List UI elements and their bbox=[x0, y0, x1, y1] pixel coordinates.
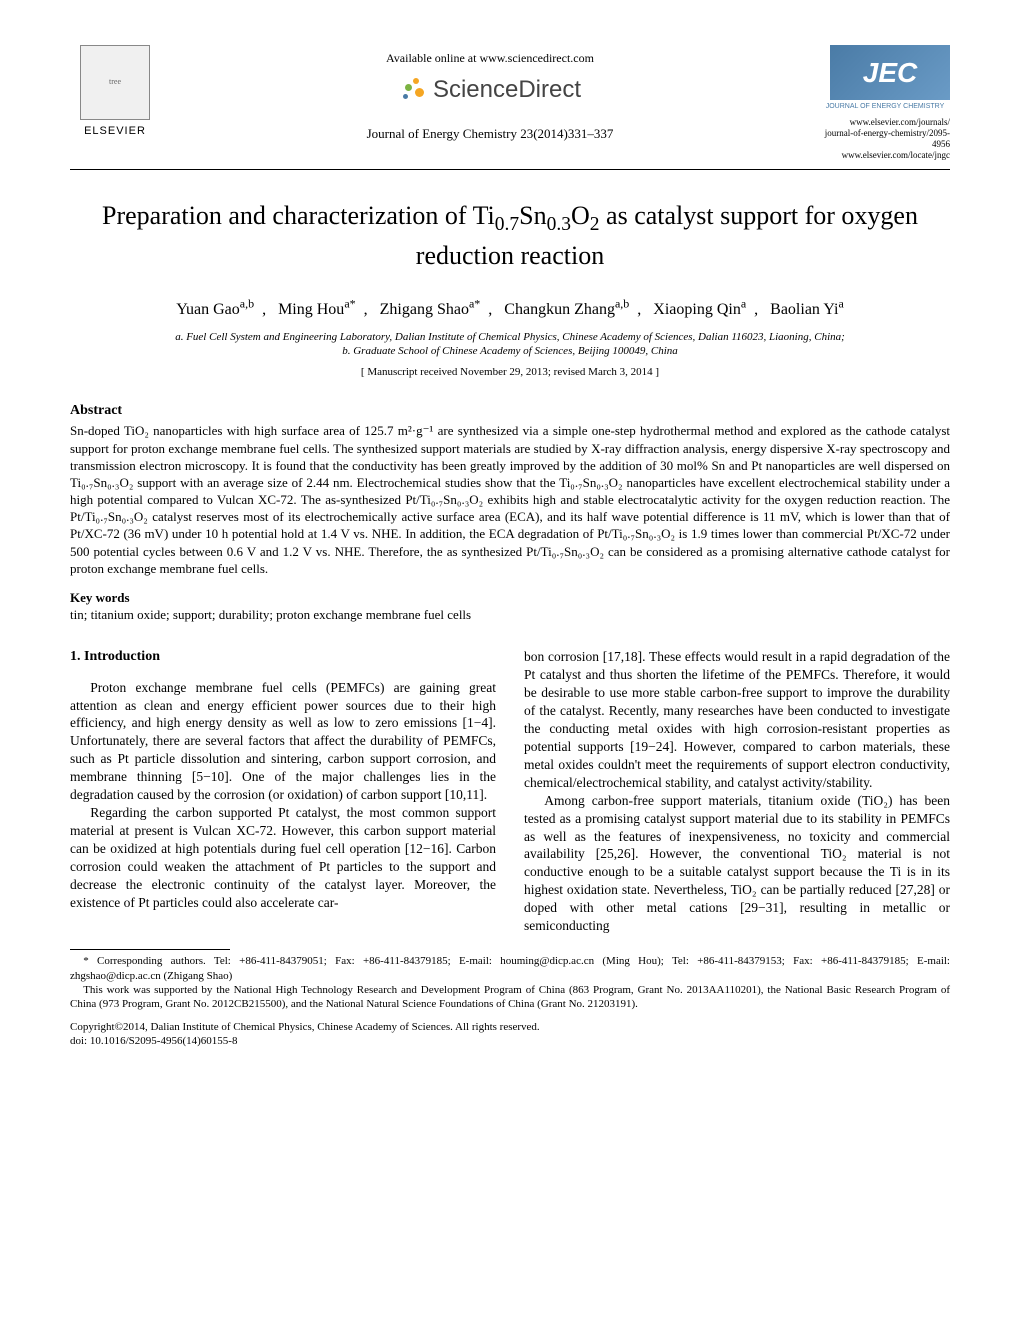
affiliations: a. Fuel Cell System and Engineering Labo… bbox=[70, 330, 950, 359]
elsevier-label: ELSEVIER bbox=[84, 124, 146, 139]
body-columns: 1. Introduction Proton exchange membrane… bbox=[70, 648, 950, 935]
author-1: Ming Houa* bbox=[278, 301, 356, 318]
footnotes: * Corresponding authors. Tel: +86-411-84… bbox=[70, 954, 950, 1011]
jec-url-1: www.elsevier.com/journals/ bbox=[820, 117, 950, 128]
copyright-block: Copyright©2014, Dalian Institute of Chem… bbox=[70, 1021, 950, 1049]
body-para-4: Among carbon-free support materials, tit… bbox=[524, 792, 950, 936]
article-title: Preparation and characterization of Ti0.… bbox=[70, 198, 950, 274]
jec-logo: JEC bbox=[830, 45, 950, 100]
jec-urls: www.elsevier.com/journals/ journal-of-en… bbox=[820, 117, 950, 160]
author-0: Yuan Gaoa,b bbox=[176, 301, 254, 318]
copyright-line: Copyright©2014, Dalian Institute of Chem… bbox=[70, 1021, 950, 1035]
header-rule bbox=[70, 169, 950, 170]
body-para-3: bon corrosion [17,18]. These effects wou… bbox=[524, 648, 950, 792]
jec-url-2: journal-of-energy-chemistry/2095-4956 bbox=[820, 128, 950, 150]
doi-line: doi: 10.1016/S2095-4956(14)60155-8 bbox=[70, 1035, 950, 1049]
keywords-text: tin; titanium oxide; support; durability… bbox=[70, 606, 950, 624]
jec-url-3: www.elsevier.com/locate/jngc bbox=[820, 150, 950, 161]
sciencedirect-icon bbox=[399, 76, 427, 104]
author-4: Xiaoping Qina bbox=[653, 301, 746, 318]
manuscript-dates: [ Manuscript received November 29, 2013;… bbox=[70, 365, 950, 380]
body-para-1: Proton exchange membrane fuel cells (PEM… bbox=[70, 679, 496, 805]
affiliation-b: b. Graduate School of Chinese Academy of… bbox=[70, 344, 950, 358]
keywords-heading: Key words bbox=[70, 589, 950, 607]
jec-subtitle: JOURNAL OF ENERGY CHEMISTRY bbox=[820, 102, 950, 111]
center-header: Available online at www.sciencedirect.co… bbox=[160, 45, 820, 142]
corresponding-authors-note: * Corresponding authors. Tel: +86-411-84… bbox=[70, 954, 950, 983]
abstract-text: Sn-doped TiO₂ nanoparticles with high su… bbox=[70, 422, 950, 576]
footnote-rule bbox=[70, 949, 230, 950]
elsevier-logo: tree ELSEVIER bbox=[70, 45, 160, 145]
sciencedirect-label: ScienceDirect bbox=[433, 74, 581, 106]
author-5: Baolian Yia bbox=[770, 301, 844, 318]
author-2: Zhigang Shaoa* bbox=[380, 301, 481, 318]
sciencedirect-logo: ScienceDirect bbox=[160, 74, 820, 106]
body-para-2: Regarding the carbon supported Pt cataly… bbox=[70, 804, 496, 912]
authors-list: Yuan Gaoa,b, Ming Houa*, Zhigang Shaoa*,… bbox=[70, 295, 950, 320]
available-online-text: Available online at www.sciencedirect.co… bbox=[160, 50, 820, 66]
journal-reference: Journal of Energy Chemistry 23(2014)331–… bbox=[160, 125, 820, 143]
body-column-right: bon corrosion [17,18]. These effects wou… bbox=[524, 648, 950, 935]
funding-note: This work was supported by the National … bbox=[70, 983, 950, 1012]
page-header: tree ELSEVIER Available online at www.sc… bbox=[70, 45, 950, 161]
jec-logo-block: JEC JOURNAL OF ENERGY CHEMISTRY www.else… bbox=[820, 45, 950, 161]
elsevier-tree-icon: tree bbox=[80, 45, 150, 120]
body-column-left: 1. Introduction Proton exchange membrane… bbox=[70, 648, 496, 935]
abstract-heading: Abstract bbox=[70, 402, 950, 421]
section-1-heading: 1. Introduction bbox=[70, 648, 496, 667]
author-3: Changkun Zhanga,b bbox=[504, 301, 629, 318]
affiliation-a: a. Fuel Cell System and Engineering Labo… bbox=[70, 330, 950, 344]
